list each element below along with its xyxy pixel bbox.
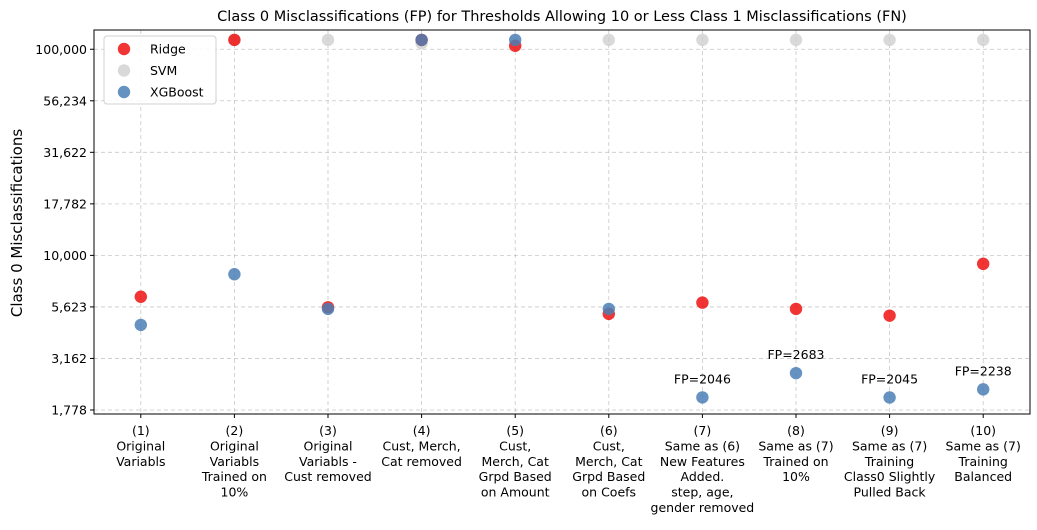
x-tick-label: (2) Original Variabls Trained on 10%: [201, 423, 267, 500]
plot-area: [93, 29, 1031, 415]
x-tick-label: (7) Same as (6) New Features Added. step, ag…: [651, 423, 755, 515]
point-svm: [789, 33, 803, 47]
point-ridge: [977, 257, 990, 271]
y-tick-label: 100,000: [35, 42, 87, 57]
legend: Ridge SVM XGBoost: [103, 35, 217, 105]
point-svm: [977, 33, 990, 47]
x-axis: (1) Original Variabls (2) Original Variabls Tr…: [116, 414, 1021, 515]
x-tick-label: (3) Original Variabls -Cust removed: [284, 423, 371, 484]
point-ridge: [883, 309, 896, 322]
point-ridge: [696, 296, 709, 309]
y-axis: 1,778 3,162 5,623 10,000 17,782 31,622 56,234 1…: [35, 42, 94, 417]
y-tick-label: 3,162: [51, 351, 87, 366]
data-points: [134, 33, 990, 404]
annotation-label: FP=2238: [955, 363, 1012, 378]
point-xgboost: [228, 268, 241, 281]
legend-marker-ridge: [117, 42, 131, 56]
point-xgboost: [134, 318, 147, 332]
legend-label-svm: SVM: [150, 63, 177, 78]
x-tick-label: (1) Original Variabls: [116, 423, 165, 469]
y-tick-label: 31,622: [43, 145, 87, 160]
x-tick-label: (9) Same as (7) Training Class0 Slightly Pul…: [844, 423, 936, 500]
point-svm: [696, 33, 709, 47]
y-tick-label: 5,623: [51, 299, 87, 314]
y-tick-label: 56,234: [43, 93, 87, 108]
point-xgboost: [509, 33, 522, 47]
point-xgboost: [977, 383, 990, 396]
point-xgboost: [789, 366, 803, 380]
x-tick-label: (4) Cust, Merch, Cat removed: [381, 423, 462, 469]
y-tick-label: 1,778: [51, 402, 87, 417]
grid: [94, 30, 1030, 414]
y-tick-label: 10,000: [43, 248, 87, 263]
annotation-label: FP=2045: [861, 371, 918, 386]
point-ridge: [228, 33, 241, 47]
x-tick-label: (6) Cust, Merch, Cat Grpd Based on Coefs: [572, 423, 645, 500]
point-svm: [883, 33, 896, 47]
x-tick-label: (10) Same as (7) Training Balanced: [946, 423, 1021, 484]
legend-label-ridge: Ridge: [150, 42, 186, 57]
annotation-label: FP=2683: [767, 347, 824, 362]
y-axis-label: Class 0 Misclassifications: [8, 129, 26, 317]
annotation-label: FP=2046: [674, 371, 731, 386]
point-xgboost: [321, 302, 335, 316]
legend-box: [103, 35, 217, 105]
legend-marker-xgboost: [117, 85, 131, 99]
legend-label-xgboost: XGBoost: [150, 85, 204, 100]
annotations: FP=2046 FP=2683 FP=2045 FP=2238: [674, 347, 1012, 386]
point-ridge: [789, 302, 803, 316]
y-tick-label: 17,782: [43, 196, 87, 211]
point-svm: [602, 33, 615, 47]
legend-marker-svm: [117, 64, 131, 77]
point-xgboost: [602, 302, 615, 316]
x-tick-label: (5) Cust, Merch, Cat Grpd Based on Amount: [479, 423, 552, 500]
point-xgboost: [696, 391, 709, 404]
point-xgboost: [883, 391, 896, 404]
point-ridge: [134, 290, 147, 303]
x-tick-label: (8) Same as (7) Trained on 10%: [758, 423, 833, 484]
chart-title: Class 0 Misclassifications (FP) for Thre…: [217, 9, 907, 25]
point-svm: [321, 33, 335, 47]
point-xgboost: [415, 33, 428, 47]
